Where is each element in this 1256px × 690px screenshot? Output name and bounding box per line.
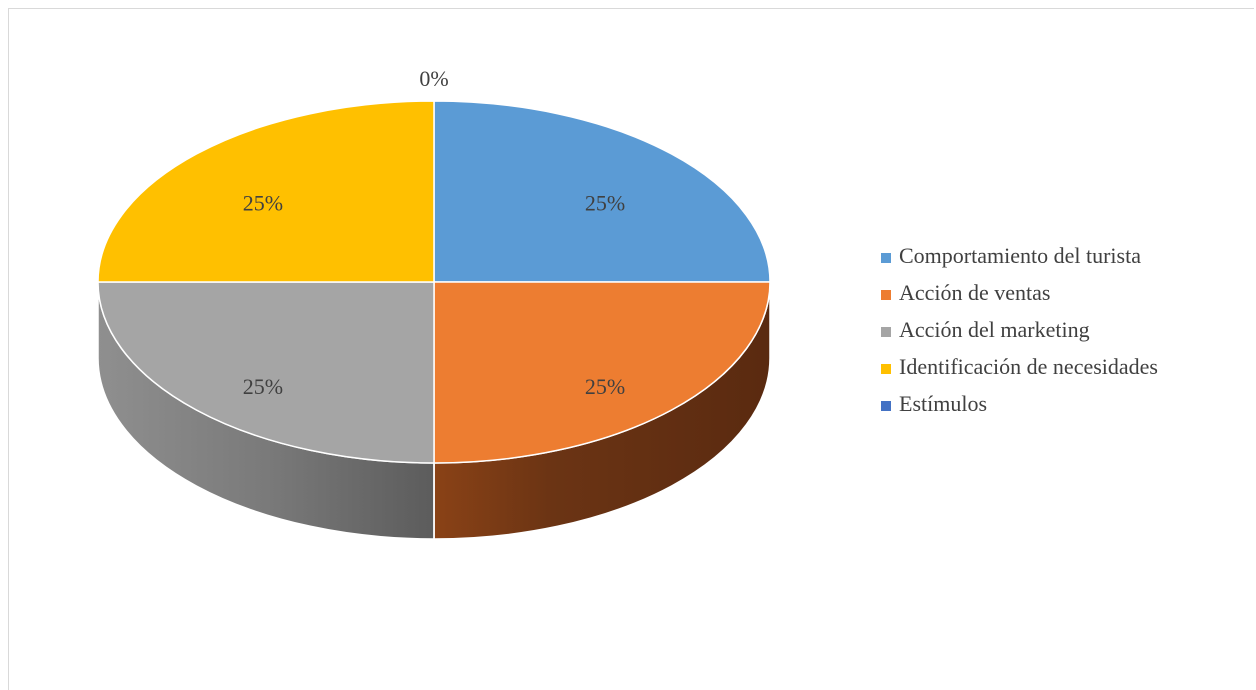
data-label-5: 0% xyxy=(419,66,448,91)
data-label-1: 25% xyxy=(585,190,625,215)
pie-slice-1 xyxy=(433,100,771,283)
legend-swatch-2 xyxy=(881,290,891,300)
legend-label-1: Comportamiento del turista xyxy=(899,243,1141,268)
data-label-2: 25% xyxy=(585,374,625,399)
legend-label-3: Acción del marketing xyxy=(899,317,1090,342)
legend-label-4: Identificación de necesidades xyxy=(899,354,1158,379)
legend-swatch-1 xyxy=(881,253,891,263)
legend-label-2: Acción de ventas xyxy=(899,280,1051,305)
legend-swatch-4 xyxy=(881,364,891,374)
legend-label-5: Estímulos xyxy=(899,391,987,416)
pie-slice-2 xyxy=(433,281,771,464)
data-label-3: 25% xyxy=(243,374,283,399)
legend-swatch-5 xyxy=(881,401,891,411)
data-label-4: 25% xyxy=(243,190,283,215)
pie-slice-3 xyxy=(97,281,435,464)
chart-frame xyxy=(8,8,1254,690)
pie-slice-4 xyxy=(97,100,435,283)
legend: Comportamiento del turista Acción de vent… xyxy=(881,243,1158,416)
legend-swatch-3 xyxy=(881,327,891,337)
